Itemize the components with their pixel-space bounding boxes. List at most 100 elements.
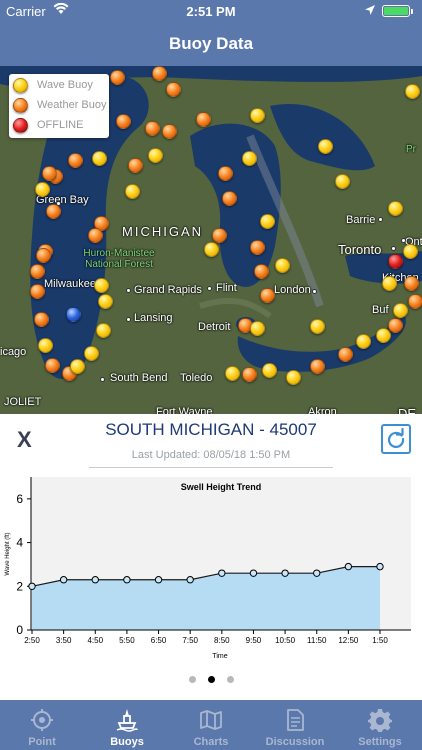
- buoy-marker[interactable]: [388, 318, 403, 333]
- refresh-button[interactable]: [381, 424, 411, 454]
- buoy-marker[interactable]: [250, 321, 265, 336]
- buoy-marker[interactable]: [403, 244, 418, 259]
- map-legend: Wave Buoy Weather Buoy OFFLINE: [9, 74, 109, 138]
- city-dot: [207, 286, 212, 291]
- map-label-milwaukee: Milwaukee: [44, 278, 96, 290]
- buoy-marker[interactable]: [260, 214, 275, 229]
- buoy-marker[interactable]: [110, 70, 125, 85]
- data-point: [313, 569, 321, 577]
- buoy-marker[interactable]: [275, 258, 290, 273]
- tab-label: Point: [28, 736, 56, 748]
- buoy-marker[interactable]: [250, 108, 265, 123]
- x-tick-label: 1:50: [372, 636, 388, 645]
- wifi-icon: [53, 2, 69, 18]
- carrier-label: Carrier: [6, 4, 46, 19]
- buoy-marker[interactable]: [382, 276, 397, 291]
- buoy-marker[interactable]: [242, 151, 257, 166]
- map-label-detroit: Detroit: [198, 321, 231, 333]
- buoy-marker[interactable]: [225, 366, 240, 381]
- buoy-marker[interactable]: [92, 151, 107, 166]
- map-label-grand-rapids: Grand Rapids: [134, 284, 202, 296]
- tab-label: Settings: [358, 736, 402, 748]
- x-tick-label: 9:50: [246, 636, 262, 645]
- buoy-marker[interactable]: [84, 346, 99, 361]
- buoy-marker[interactable]: [212, 228, 227, 243]
- buoy-marker[interactable]: [45, 358, 60, 373]
- buoy-marker[interactable]: [310, 319, 325, 334]
- buoy-marker[interactable]: [88, 228, 103, 243]
- buoy-marker[interactable]: [148, 148, 163, 163]
- tab-point[interactable]: Point: [0, 700, 84, 750]
- page-title: Buoy Data: [168, 34, 254, 53]
- tab-charts[interactable]: Charts: [170, 700, 252, 750]
- buoy-map[interactable]: Green Bay MICHIGAN Huron-Manistee Nation…: [0, 66, 422, 414]
- buoy-marker[interactable]: [128, 158, 143, 173]
- data-point: [123, 576, 131, 584]
- buoy-marker[interactable]: [42, 166, 57, 181]
- tab-discussion[interactable]: Discussion: [252, 700, 338, 750]
- buoy-marker[interactable]: [338, 347, 353, 362]
- buoy-marker[interactable]: [96, 323, 111, 338]
- battery-icon: [382, 5, 410, 17]
- buoy-marker[interactable]: [152, 66, 167, 81]
- buoy-marker[interactable]: [242, 367, 257, 382]
- y-tick-label: 6: [16, 492, 23, 506]
- buoy-marker[interactable]: [310, 359, 325, 374]
- buoy-marker[interactable]: [34, 312, 49, 327]
- map-label-lansing: Lansing: [134, 312, 173, 324]
- buoy-marker[interactable]: [46, 204, 61, 219]
- offline-buoy-marker[interactable]: [388, 254, 403, 269]
- map-label-toronto: Toronto: [338, 242, 382, 257]
- buoy-marker[interactable]: [404, 276, 419, 291]
- buoy-marker[interactable]: [116, 114, 131, 129]
- buoy-marker[interactable]: [145, 121, 160, 136]
- buoy-marker[interactable]: [30, 284, 45, 299]
- buoy-marker[interactable]: [376, 328, 391, 343]
- buoy-marker[interactable]: [260, 288, 275, 303]
- city-dot: [378, 217, 383, 222]
- chart-title: Swell Height Trend: [181, 482, 262, 492]
- buoy-marker[interactable]: [204, 242, 219, 257]
- buoy-marker[interactable]: [38, 338, 53, 353]
- buoy-marker[interactable]: [218, 166, 233, 181]
- selected-buoy-marker[interactable]: [66, 307, 81, 322]
- data-point: [376, 562, 384, 571]
- clock: 2:51 PM: [186, 4, 236, 19]
- tab-settings[interactable]: Settings: [338, 700, 422, 750]
- page-dot[interactable]: [226, 676, 234, 683]
- map-label-chicago: icago: [0, 346, 27, 358]
- buoy-marker[interactable]: [222, 191, 237, 206]
- buoy-marker[interactable]: [196, 112, 211, 127]
- map-label-fort-wayne: Fort Wayne: [156, 406, 213, 414]
- buoy-marker[interactable]: [70, 359, 85, 374]
- buoy-marker[interactable]: [98, 294, 113, 309]
- buoy-marker[interactable]: [318, 139, 333, 154]
- data-point: [344, 562, 353, 571]
- buoy-marker[interactable]: [335, 174, 350, 189]
- buoy-marker[interactable]: [254, 264, 269, 279]
- page-dot[interactable]: [188, 676, 196, 683]
- close-button[interactable]: X: [17, 427, 32, 452]
- page-dot-active[interactable]: [207, 676, 215, 683]
- data-point: [154, 576, 163, 584]
- buoy-marker[interactable]: [286, 370, 301, 385]
- buoy-marker[interactable]: [68, 153, 83, 168]
- buoy-marker[interactable]: [125, 184, 140, 199]
- buoy-marker[interactable]: [408, 294, 422, 309]
- tab-bar: Point Buoys Charts Discussion Settings: [0, 700, 422, 750]
- buoy-marker[interactable]: [94, 278, 109, 293]
- buoy-marker[interactable]: [166, 82, 181, 97]
- buoy-marker[interactable]: [405, 84, 420, 99]
- buoy-marker[interactable]: [262, 363, 277, 378]
- buoy-marker[interactable]: [393, 303, 408, 318]
- data-point: [186, 576, 194, 584]
- buoy-marker[interactable]: [36, 248, 51, 263]
- buoy-marker[interactable]: [388, 201, 403, 216]
- buoy-marker[interactable]: [356, 334, 371, 349]
- buoy-marker[interactable]: [250, 240, 265, 255]
- buoy-marker[interactable]: [162, 124, 177, 139]
- tab-buoys[interactable]: Buoys: [84, 700, 170, 750]
- map-label-london: London: [274, 284, 311, 296]
- buoy-marker[interactable]: [30, 264, 45, 279]
- buoy-marker[interactable]: [35, 182, 50, 197]
